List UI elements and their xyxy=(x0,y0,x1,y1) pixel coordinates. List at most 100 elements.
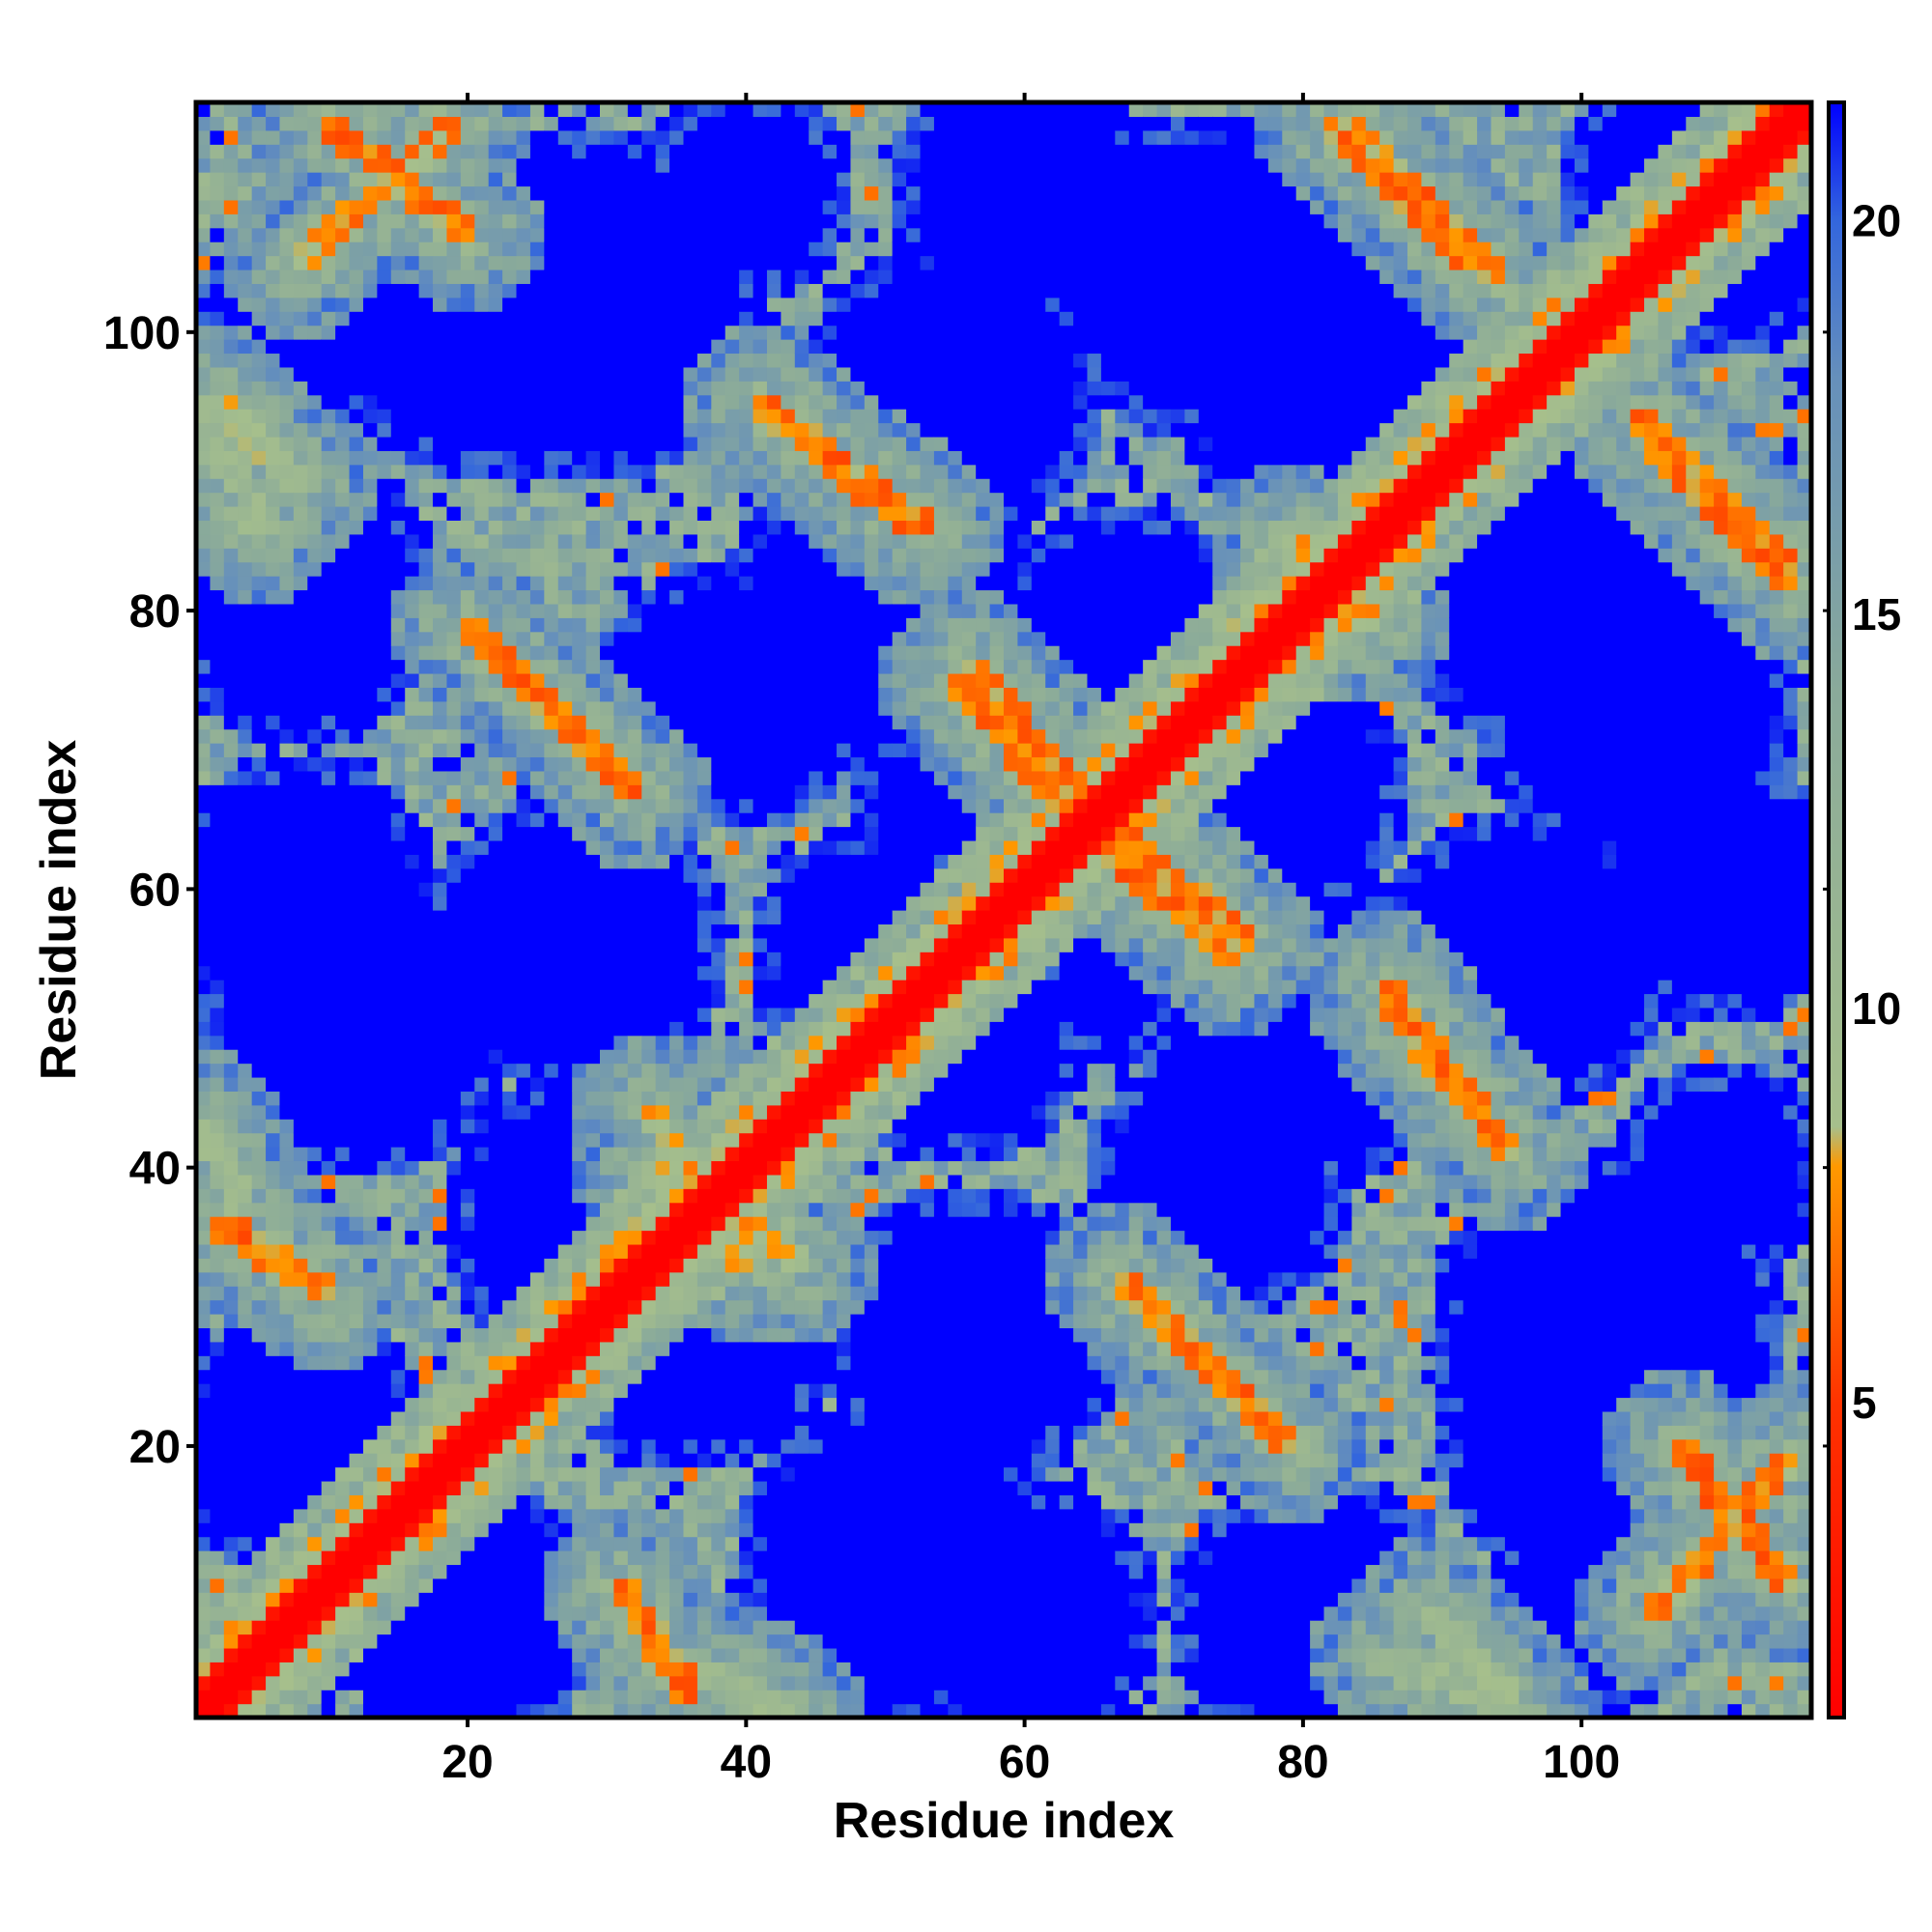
heatmap-cell xyxy=(488,882,503,897)
heatmap-cell xyxy=(557,1634,573,1649)
heatmap-cell xyxy=(683,325,698,340)
heatmap-cell xyxy=(669,603,685,618)
heatmap-cell xyxy=(210,1605,225,1621)
heatmap-cell xyxy=(307,1243,323,1259)
heatmap-cell xyxy=(446,1091,462,1106)
heatmap-cell xyxy=(433,743,448,758)
heatmap-cell xyxy=(544,576,559,591)
heatmap-cell xyxy=(781,1230,796,1245)
heatmap-cell xyxy=(711,1021,726,1037)
heatmap-cell xyxy=(418,1230,434,1245)
heatmap-cell xyxy=(433,1271,448,1287)
heatmap-cell xyxy=(724,436,740,451)
heatmap-cell xyxy=(266,242,281,257)
heatmap-cell xyxy=(196,1703,212,1719)
heatmap-cell xyxy=(641,1480,657,1495)
heatmap-cell xyxy=(238,144,253,159)
heatmap-cell xyxy=(362,1271,378,1287)
heatmap-cell xyxy=(488,603,503,618)
heatmap-cell xyxy=(335,478,351,494)
heatmap-cell xyxy=(210,1188,225,1204)
heatmap-cell xyxy=(683,1620,698,1635)
heatmap-cell xyxy=(502,1690,518,1705)
heatmap-cell xyxy=(516,576,531,591)
heatmap-cell xyxy=(557,1021,573,1037)
heatmap-cell xyxy=(502,743,518,758)
heatmap-cell xyxy=(196,882,212,897)
heatmap-cell xyxy=(446,1480,462,1495)
heatmap-cell xyxy=(711,1147,726,1162)
heatmap-cell xyxy=(362,1703,378,1719)
heatmap-cell xyxy=(377,422,392,438)
heatmap-cell xyxy=(711,603,726,618)
heatmap-cell xyxy=(210,1647,225,1662)
heatmap-cell xyxy=(196,1397,212,1412)
heatmap-cell xyxy=(655,1243,670,1259)
heatmap-cell xyxy=(210,325,225,340)
heatmap-cell xyxy=(266,1577,281,1593)
heatmap-cell xyxy=(613,1202,629,1217)
heatmap-cell xyxy=(627,589,642,605)
heatmap-cell xyxy=(307,854,323,869)
heatmap-cell xyxy=(251,1147,267,1162)
heatmap-cell xyxy=(210,1494,225,1510)
heatmap-cell xyxy=(210,353,225,368)
heatmap-cell xyxy=(753,157,768,173)
heatmap-cell xyxy=(405,1202,420,1217)
heatmap-cell xyxy=(405,1355,420,1371)
heatmap-cell xyxy=(223,993,239,1009)
heatmap-cell xyxy=(696,157,712,173)
heatmap-cell xyxy=(196,1299,212,1315)
heatmap-cell xyxy=(362,213,378,229)
heatmap-cell xyxy=(307,157,323,173)
heatmap-cell xyxy=(544,1703,559,1719)
heatmap-cell xyxy=(572,339,587,355)
heatmap-cell xyxy=(293,1258,308,1273)
heatmap-cell xyxy=(210,227,225,242)
heatmap-cell xyxy=(405,1132,420,1148)
heatmap-cell xyxy=(711,1299,726,1315)
heatmap-cell xyxy=(474,1355,490,1371)
heatmap-cell xyxy=(266,937,281,952)
heatmap-cell xyxy=(600,1425,615,1440)
heatmap-cell xyxy=(266,1271,281,1287)
heatmap-cell xyxy=(474,826,490,841)
heatmap-cell xyxy=(446,1216,462,1232)
heatmap-cell xyxy=(266,1007,281,1022)
heatmap-cell xyxy=(696,1453,712,1468)
heatmap-cell xyxy=(641,1466,657,1482)
heatmap-cell xyxy=(293,715,308,730)
heatmap-cell xyxy=(390,1188,406,1204)
heatmap-cell xyxy=(766,1397,781,1412)
heatmap-cell xyxy=(377,854,392,869)
heatmap-cell xyxy=(251,199,267,214)
heatmap-cell xyxy=(266,297,281,312)
heatmap-cell xyxy=(460,1243,475,1259)
heatmap-cell xyxy=(196,1647,212,1662)
heatmap-cell xyxy=(613,1564,629,1579)
heatmap-cell xyxy=(335,1508,351,1523)
heatmap-cell xyxy=(460,798,475,813)
heatmap-cell xyxy=(279,1383,295,1399)
heatmap-cell xyxy=(557,172,573,187)
heatmap-cell xyxy=(238,1049,253,1065)
heatmap-cell xyxy=(433,1703,448,1719)
heatmap-cell xyxy=(321,506,336,522)
heatmap-cell xyxy=(516,1550,531,1566)
heatmap-cell xyxy=(516,1132,531,1148)
heatmap-cell xyxy=(279,756,295,772)
heatmap-cell xyxy=(724,826,740,841)
heatmap-cell xyxy=(557,839,573,855)
heatmap-cell xyxy=(460,1647,475,1662)
heatmap-cell xyxy=(238,1453,253,1468)
heatmap-cell xyxy=(585,1494,601,1510)
heatmap-cell xyxy=(641,422,657,438)
heatmap-cell xyxy=(488,728,503,744)
heatmap-cell xyxy=(696,1466,712,1482)
heatmap-cell xyxy=(683,993,698,1009)
heatmap-cell xyxy=(488,409,503,424)
heatmap-cell xyxy=(585,381,601,396)
heatmap-cell xyxy=(641,812,657,828)
heatmap-cell xyxy=(683,1286,698,1301)
heatmap-cell xyxy=(600,1299,615,1315)
